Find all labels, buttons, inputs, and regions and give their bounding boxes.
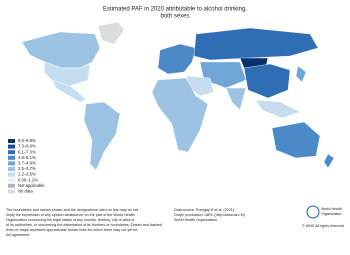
india — [225, 87, 247, 111]
who-emblem — [306, 205, 320, 219]
legend-label: 4.9–6.1% — [18, 155, 36, 160]
canada — [21, 31, 101, 69]
legend-label: 7.3–8.6% — [18, 144, 36, 149]
source-line: Graph production: IARC (http://www.iarc.… — [174, 213, 245, 217]
legend-label: 1.2–2.5% — [18, 172, 36, 177]
legend-swatch — [8, 150, 15, 155]
legend-swatch — [8, 161, 15, 166]
new-zealand — [323, 153, 335, 169]
logo-text: World Health — [321, 207, 342, 211]
legend-swatch — [8, 144, 15, 149]
title-line: Estimated PAF in 2020 attributable to al… — [103, 7, 247, 13]
logo-text: Organization — [321, 212, 341, 216]
legend-swatch — [8, 167, 15, 171]
copyright: © WHO All rights reserved — [302, 224, 344, 228]
china — [243, 63, 291, 99]
greenland — [97, 21, 125, 45]
disclaimer-line: imply the expression of any opinion what… — [6, 213, 135, 217]
south-east-asia — [255, 99, 301, 119]
disclaimer-line: lines on maps represent approximate bord… — [6, 228, 137, 232]
legend-label: 0.00–1.2% — [18, 177, 38, 182]
legend-swatch — [8, 189, 15, 194]
world-map — [21, 21, 335, 171]
europe — [157, 43, 197, 75]
disclaimer-line: full agreement. — [6, 233, 30, 237]
japan — [295, 65, 307, 83]
legend: 8.6–9.8%7.3–8.6%6.1–7.3%4.9–6.1%3.7–4.9%… — [8, 138, 45, 194]
legend-label: Not applicable — [18, 183, 45, 188]
south-america — [83, 101, 121, 171]
legend-label: 8.6–9.8% — [18, 138, 36, 143]
disclaimer-line: Organization concerning the legal status… — [6, 218, 135, 222]
legend-swatch — [8, 183, 15, 188]
australia — [271, 121, 321, 159]
disclaimer-line: of its authorities, or concerning the de… — [6, 223, 162, 227]
legend-label: No data — [18, 189, 33, 194]
legend-swatch — [8, 155, 15, 160]
footer: The boundaries and names shown and the d… — [6, 207, 344, 237]
legend-label: 6.1–7.3% — [18, 149, 36, 154]
legend-swatch — [8, 178, 15, 183]
legend-label: 2.5–3.7% — [18, 166, 36, 171]
disclaimer-line: The boundaries and names shown and the d… — [6, 208, 138, 212]
legend-swatch — [8, 139, 15, 143]
africa — [151, 77, 209, 153]
russia — [193, 27, 319, 61]
source-line: World Health Organization — [174, 218, 217, 222]
usa — [43, 61, 91, 87]
legend-swatch — [8, 172, 15, 177]
source-line: Data source: Rumgay H et al. (2021) — [174, 208, 234, 212]
legend-label: 3.7–4.9% — [18, 161, 36, 166]
central-america — [51, 79, 87, 103]
title-line: both sexes — [160, 14, 189, 20]
central-asia — [199, 61, 247, 89]
